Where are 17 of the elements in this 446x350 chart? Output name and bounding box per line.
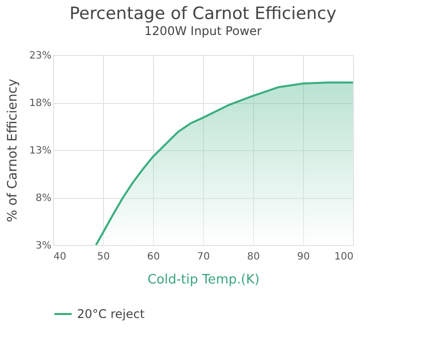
y-tick-label: 18%	[29, 98, 52, 109]
y-tick-label: 23%	[29, 50, 52, 62]
y-tick-label: 13%	[29, 146, 52, 156]
x-tick-label: 60	[147, 252, 160, 262]
y-tick-label: 3%	[36, 240, 52, 252]
chart-subtitle: 1200W Input Power	[144, 24, 262, 38]
legend-label: 20°C reject	[77, 307, 145, 321]
x-tick-label: 90	[297, 252, 310, 262]
x-tick-label: 100	[334, 252, 354, 262]
x-axis-title: Cold-tip Temp.(K)	[147, 272, 260, 288]
x-tick-label: 70	[197, 252, 210, 262]
x-tick-label: 50	[97, 252, 110, 262]
x-tick-label: 40	[54, 252, 66, 262]
y-axis-title: % of Carnot Efficiency	[5, 78, 20, 222]
y-tick-label: 8%	[36, 193, 52, 204]
chart-title: Percentage of Carnot Efficiency	[70, 4, 336, 24]
x-tick-label: 80	[247, 252, 260, 262]
